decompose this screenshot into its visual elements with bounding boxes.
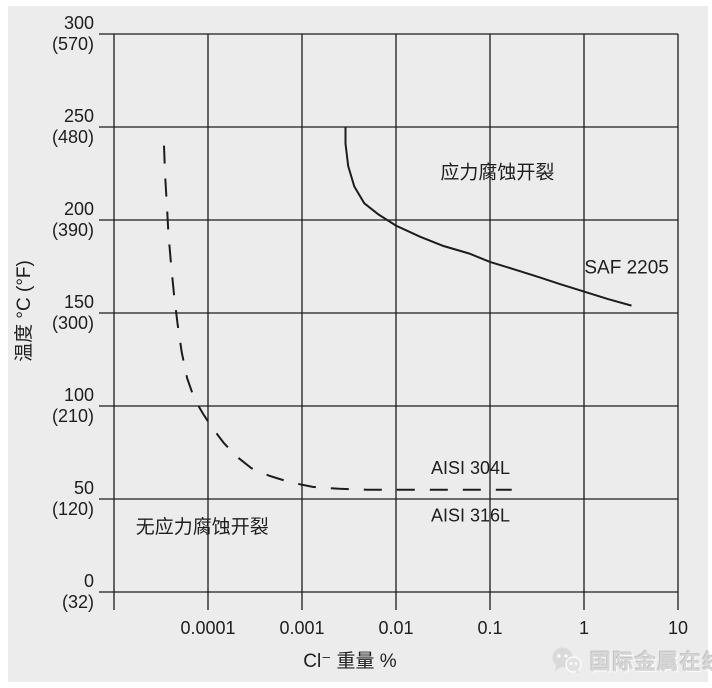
y-tick-sublabel-250: (480) [52, 127, 94, 147]
y-tick-label-50: 50 [74, 478, 94, 498]
y-tick-label-100: 100 [64, 385, 94, 405]
y-tick-label-300: 300 [64, 13, 94, 33]
annotation-label-aisi316l: AISI 316L [431, 505, 510, 525]
y-tick-sublabel-200: (390) [52, 220, 94, 240]
y-tick-sublabel-300: (570) [52, 34, 94, 54]
annotation-label-aisi304l: AISI 304L [431, 458, 510, 478]
x-tick-label-0.0001: 0.0001 [180, 618, 235, 638]
y-tick-label-0: 0 [84, 571, 94, 591]
y-tick-sublabel-50: (120) [52, 499, 94, 519]
x-tick-label-1: 1 [579, 618, 589, 638]
annotation-region-scc: 应力腐蚀开裂 [440, 162, 554, 184]
curve-aisi-304l-aisi-316l [163, 145, 512, 491]
y-tick-label-150: 150 [64, 292, 94, 312]
y-tick-label-200: 200 [64, 199, 94, 219]
y-axis-label: 温度 °C (°F) [13, 260, 35, 362]
annotation-label-saf2205: SAF 2205 [584, 257, 669, 278]
y-tick-sublabel-0: (32) [62, 592, 94, 612]
x-tick-label-0.1: 0.1 [477, 618, 502, 638]
x-tick-label-10: 10 [668, 618, 688, 638]
y-tick-sublabel-100: (210) [52, 406, 94, 426]
x-tick-label-0.001: 0.001 [279, 618, 324, 638]
y-tick-sublabel-150: (300) [52, 313, 94, 333]
y-tick-label-250: 250 [64, 106, 94, 126]
curve-saf-2205 [344, 127, 632, 307]
annotation-region-no-scc: 无应力腐蚀开裂 [136, 516, 269, 538]
x-tick-label-0.01: 0.01 [378, 618, 413, 638]
chart-background [8, 6, 708, 682]
x-axis-label: Cl⁻ 重量 % [303, 650, 397, 672]
